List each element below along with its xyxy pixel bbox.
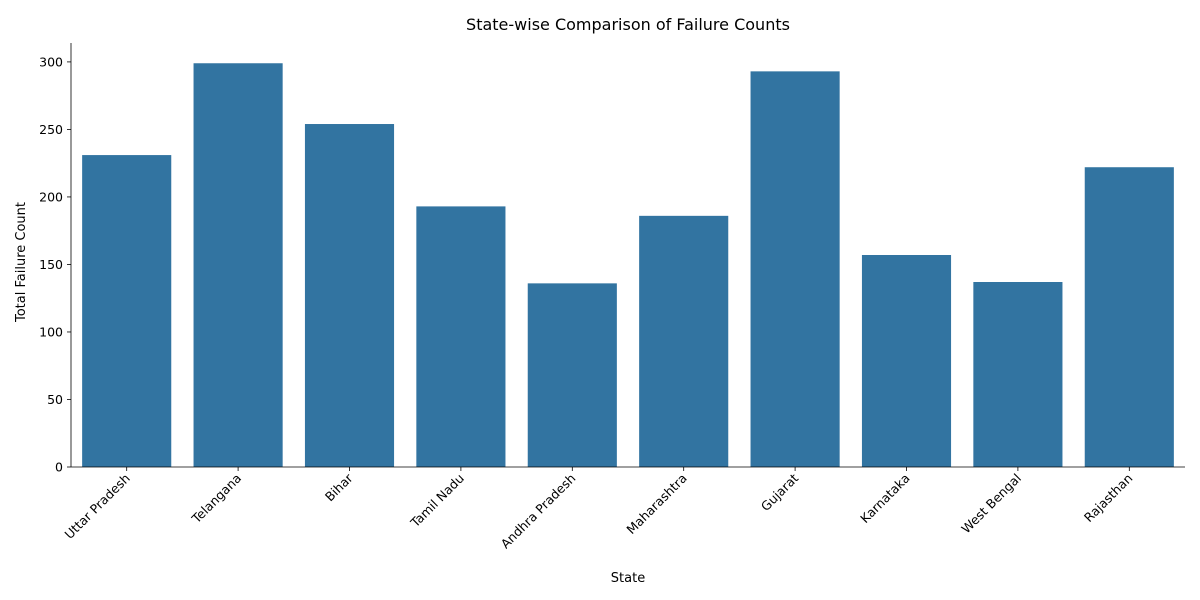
x-tick-label: Telangana [188,471,244,527]
x-tick-label: Karnataka [857,471,912,526]
y-axis-label: Total Failure Count [14,202,29,323]
x-tick-label: Andhra Pradesh [498,471,579,552]
y-axis: 0 50 100 150 200 250 300 [39,43,72,475]
bar-bihar [304,124,395,468]
bar-karnataka [861,255,952,467]
x-tick-label: Gujarat [758,470,802,514]
bar-telangana [193,63,283,468]
x-axis: Uttar Pradesh Telangana Bihar Tamil Nadu And… [61,466,1185,552]
x-tick-label: Uttar Pradesh [61,471,132,542]
bar-uttar-pradesh [82,155,172,468]
y-tick-label: 50 [47,392,63,407]
bars-group [82,63,1174,468]
bar-maharashtra [639,215,729,467]
bar-andhra-pradesh [527,283,617,467]
bar-rajasthan [1084,167,1174,467]
bar-tamil-nadu [416,206,506,467]
x-tick-label: Tamil Nadu [407,471,467,531]
y-tick-label: 0 [55,460,63,475]
x-tick-label: Maharashtra [623,471,689,537]
x-tick-label: Bihar [322,470,356,504]
chart-title: State-wise Comparison of Failure Counts [466,15,790,34]
y-tick-label: 100 [39,324,63,339]
x-tick-label: Rajasthan [1081,471,1136,526]
y-tick-label: 200 [39,189,63,204]
bar-gujarat [750,71,840,467]
x-tick-label: West Bengal [958,471,1024,537]
x-axis-label: State [611,571,645,586]
y-tick-label: 150 [39,257,63,272]
y-tick-label: 250 [39,122,63,137]
bar-west-bengal [973,282,1063,467]
y-tick-label: 300 [39,54,63,69]
